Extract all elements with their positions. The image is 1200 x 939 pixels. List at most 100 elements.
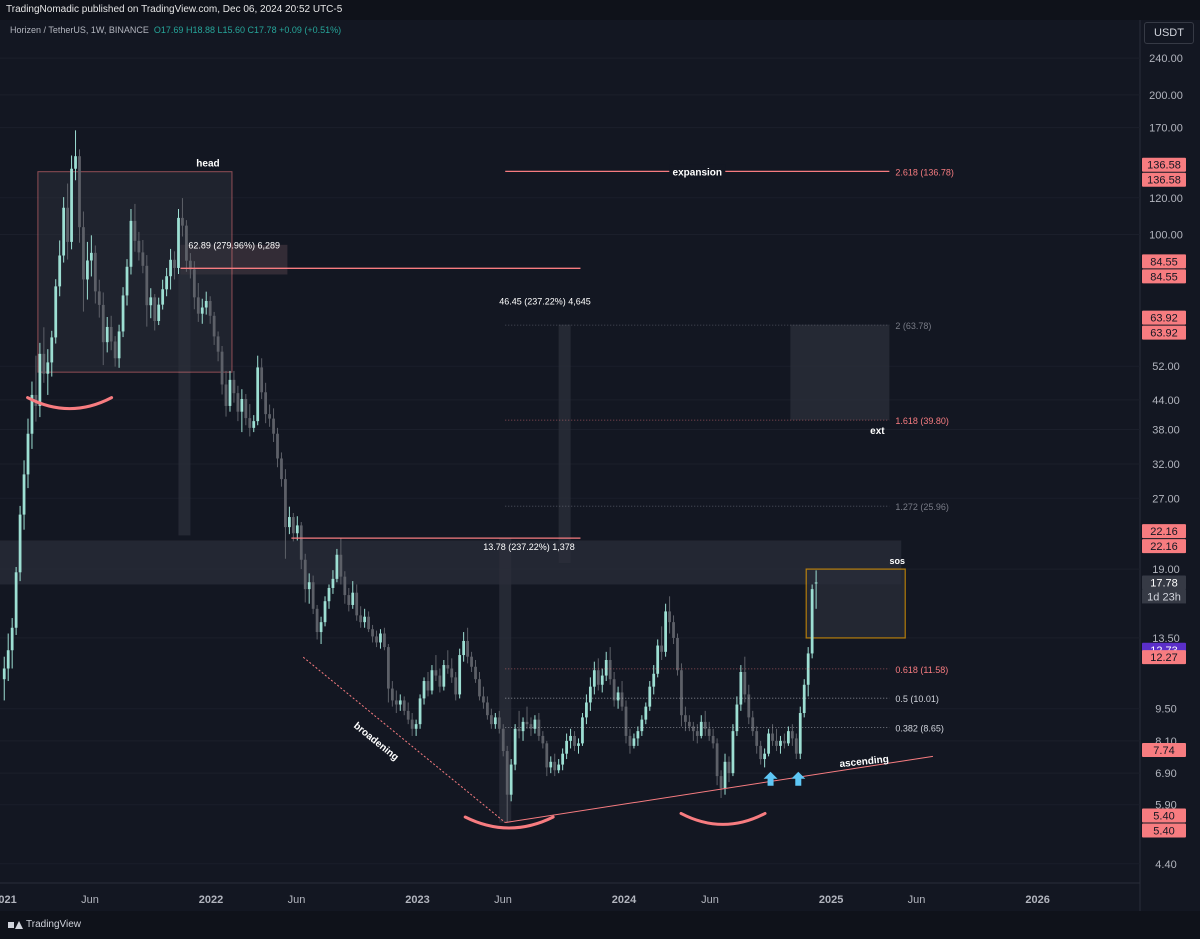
- candle-body: [458, 655, 462, 695]
- price-tick-label: 13.50: [1152, 633, 1180, 645]
- candle-body: [22, 474, 26, 515]
- candle-body: [390, 688, 394, 701]
- candle-body: [624, 706, 628, 736]
- candle-body: [814, 582, 818, 584]
- price-badge-label: 63.92: [1150, 313, 1178, 325]
- time-tick-label: 2026: [1025, 894, 1049, 906]
- candle-body: [82, 227, 85, 280]
- candle-body: [600, 675, 604, 685]
- price-badge: [1142, 310, 1186, 325]
- price-tick-label: 32.00: [1152, 459, 1180, 471]
- candle-body: [684, 715, 687, 722]
- measure-band: [558, 324, 571, 564]
- fib-label: 2 (63.78): [895, 321, 931, 331]
- candle-body: [426, 681, 430, 691]
- candle-body: [652, 673, 656, 687]
- candle-body: [220, 351, 224, 385]
- candle-body: [779, 740, 782, 746]
- candle-body: [541, 735, 545, 744]
- candle-body: [137, 240, 141, 253]
- left-shoulder-arc: [26, 396, 114, 411]
- candle-body: [450, 668, 454, 678]
- candle-body: [133, 220, 137, 241]
- candle-body: [668, 611, 671, 623]
- candle-body: [707, 728, 711, 736]
- candle-body: [533, 719, 537, 729]
- price-tick-label: 38.00: [1152, 424, 1180, 436]
- candle-body: [751, 717, 755, 732]
- candle-body: [6, 650, 10, 669]
- candle-body: [410, 719, 414, 729]
- candle-body: [129, 220, 133, 267]
- price-tick-label: 4.40: [1155, 859, 1176, 871]
- time-tick-label: 2025: [819, 894, 843, 906]
- price-tick-label: 6.90: [1155, 768, 1176, 780]
- time-tick-label: Jun: [701, 894, 719, 906]
- candle-body: [493, 717, 497, 725]
- candle-body: [648, 686, 652, 707]
- fib-label: 0.5 (10.01): [895, 694, 939, 704]
- candle-body: [636, 731, 640, 739]
- price-badge: [1142, 157, 1186, 172]
- price-tick-label: 100.00: [1149, 230, 1183, 242]
- candle-body: [489, 715, 493, 725]
- label-expansion: expansion: [673, 167, 722, 178]
- candle-body: [771, 733, 774, 741]
- candle-body: [153, 297, 157, 321]
- candle-body: [196, 297, 200, 314]
- candle-body: [723, 761, 727, 789]
- fib-label: 0.618 (11.58): [895, 665, 948, 675]
- candle-body: [121, 295, 125, 332]
- tradingview-brand[interactable]: TradingView: [8, 919, 81, 930]
- head-box: [37, 171, 233, 373]
- candle-body: [367, 616, 370, 630]
- candle-body: [581, 717, 584, 744]
- price-badge: [1142, 269, 1186, 284]
- time-tick-label: 2023: [405, 894, 429, 906]
- price-tick-label: 200.00: [1149, 90, 1183, 102]
- right-shoulder-arc: [679, 811, 767, 826]
- candle-body: [331, 578, 335, 588]
- candle-body: [66, 207, 69, 242]
- candle-body: [604, 659, 608, 676]
- price-badge: [1142, 823, 1186, 838]
- symbol-name[interactable]: Horizen / TetherUS, 1W, BINANCE: [10, 25, 149, 35]
- candle-body: [596, 670, 600, 685]
- candle-body: [272, 418, 275, 434]
- candle-body: [775, 740, 778, 746]
- price-tick-label: 44.00: [1152, 395, 1180, 407]
- candle-body: [363, 616, 367, 623]
- candle-body: [58, 255, 62, 287]
- currency-button[interactable]: USDT: [1144, 22, 1194, 44]
- price-badge: [1142, 325, 1186, 340]
- candle-body: [743, 672, 747, 695]
- candle-body: [165, 276, 169, 290]
- candle-body: [161, 289, 165, 305]
- candle-body: [454, 677, 458, 695]
- candle-body: [74, 156, 77, 169]
- candle-body: [244, 398, 248, 419]
- candle-body: [14, 572, 18, 628]
- fib-label: 1.618 (39.80): [895, 416, 949, 426]
- price-tick-label: 240.00: [1149, 53, 1183, 65]
- candle-body: [216, 336, 220, 352]
- candle-body: [763, 753, 767, 760]
- candle-body: [783, 740, 786, 744]
- label-ext: ext: [870, 426, 885, 437]
- candle-body: [224, 384, 228, 406]
- candle-body: [474, 666, 477, 680]
- ohlc-change: +0.09 (+0.51%): [279, 25, 342, 35]
- candle-body: [790, 731, 794, 739]
- price-badge-label: 136.58: [1147, 160, 1181, 172]
- candle-body: [731, 731, 735, 774]
- candle-body: [676, 637, 679, 671]
- candle-body: [192, 269, 196, 298]
- price-tick-label: 27.00: [1152, 493, 1180, 505]
- candle-body: [347, 595, 351, 605]
- candle-body: [616, 692, 620, 701]
- candle-body: [204, 300, 208, 308]
- price-badge-label: 12.27: [1150, 652, 1178, 664]
- candle-body: [430, 670, 434, 691]
- ohlc-close: C17.78: [247, 25, 277, 35]
